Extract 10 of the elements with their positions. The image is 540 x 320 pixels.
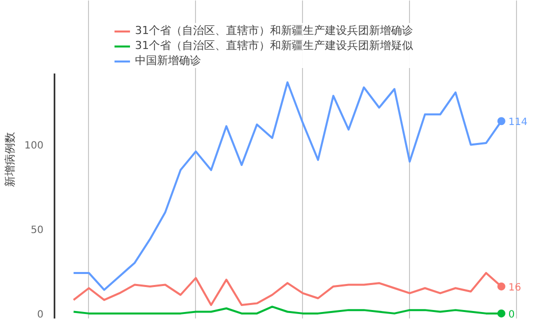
data-label: 16 xyxy=(508,282,522,294)
legend-label: 31个省（自治区、直辖市）和新疆生产建设兵团新增确诊 xyxy=(135,23,413,38)
y-tick-label: 100 xyxy=(24,140,44,152)
legend-label: 中国新增确诊 xyxy=(135,53,201,68)
data-label: 114 xyxy=(508,117,528,128)
legend-label: 31个省（自治区、直辖市）和新疆生产建设兵团新增疑似 xyxy=(135,38,413,53)
y-tick-label: 0 xyxy=(37,309,44,320)
y-tick-label: 50 xyxy=(30,225,44,236)
data-label: 0 xyxy=(508,309,515,320)
y-axis-title: 新增病例数 xyxy=(3,132,16,187)
